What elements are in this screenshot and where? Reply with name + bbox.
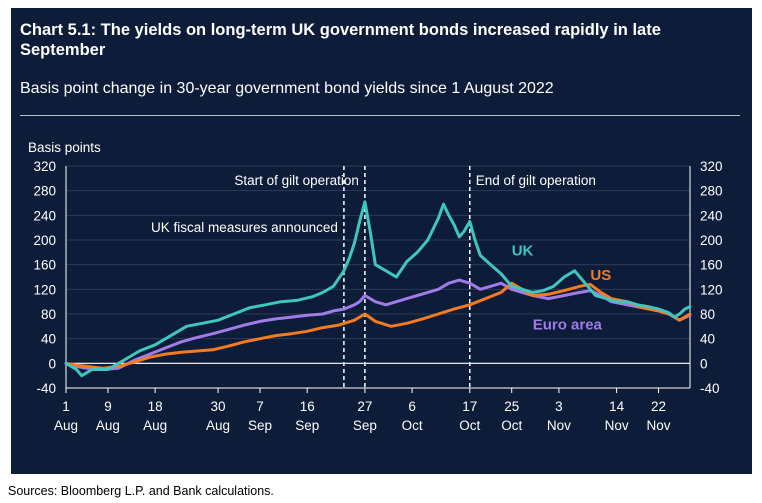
x-tick-label: 16: [300, 399, 315, 414]
y-tick-label-left: 120: [33, 282, 56, 297]
annotation-label: End of gilt operation: [476, 173, 596, 188]
chart-title: Chart 5.1: The yields on long-term UK go…: [20, 21, 661, 59]
x-tick-sublabel: Aug: [143, 418, 167, 433]
x-tick-sublabel: Nov: [605, 418, 629, 433]
series-line-us: [64, 281, 692, 370]
x-tick-label: 1: [62, 399, 70, 414]
x-tick-sublabel: Aug: [96, 418, 120, 433]
y-tick-label-left: 40: [41, 332, 56, 347]
y-tick-label-left: 320: [33, 159, 56, 174]
x-tick-sublabel: Sep: [353, 418, 377, 433]
x-tick-label: 18: [148, 399, 163, 414]
x-tick-sublabel: Aug: [206, 418, 230, 433]
series-label-euro-area: Euro area: [533, 316, 603, 333]
series-line-uk: [64, 200, 692, 378]
series-labels: UK US Euro area: [512, 242, 611, 333]
source-note: Sources: Bloomberg L.P. and Bank calcula…: [8, 484, 274, 498]
x-tick-label: 3: [555, 399, 563, 414]
series-label-uk: UK: [512, 242, 534, 259]
annotation-label: UK fiscal measures announced: [151, 220, 338, 235]
title-divider: [20, 115, 740, 116]
annotation-label: Start of gilt operation: [234, 173, 359, 188]
y-tick-label-right: 240: [700, 208, 723, 223]
series-lines: [64, 200, 692, 378]
axes: -40 -40 0 0 40 40 80 80 120 120 160 160 200 200 240 240…: [33, 159, 722, 433]
y-axis-label: Basis points: [28, 140, 101, 155]
x-tick-label: 25: [504, 399, 519, 414]
x-tick-label: 9: [104, 399, 112, 414]
y-tick-label-left: 200: [33, 233, 56, 248]
x-tick-label: 27: [357, 399, 372, 414]
chart-subtitle: Basis point change in 30-year government…: [20, 80, 554, 97]
x-tick-sublabel: Nov: [647, 418, 671, 433]
x-tick-sublabel: Nov: [547, 418, 571, 433]
y-tick-label-left: 0: [48, 356, 56, 371]
chart-panel: [11, 8, 752, 474]
x-tick-sublabel: Sep: [295, 418, 319, 433]
y-tick-label-left: -40: [36, 381, 56, 396]
x-tick-sublabel: Oct: [459, 418, 480, 433]
y-tick-label-right: 280: [700, 184, 723, 199]
y-tick-label-right: 320: [700, 159, 723, 174]
x-tick-label: 7: [256, 399, 264, 414]
y-tick-label-right: 80: [700, 307, 715, 322]
x-tick-sublabel: Oct: [402, 418, 423, 433]
series-line-euro-area: [64, 278, 692, 371]
y-tick-label-left: 80: [41, 307, 56, 322]
y-tick-label-right: 160: [700, 258, 723, 273]
x-tick-label: 17: [462, 399, 477, 414]
y-tick-label-left: 240: [33, 208, 56, 223]
x-tick-label: 14: [609, 399, 625, 414]
x-tick-label: 6: [408, 399, 416, 414]
annotations: UK fiscal measures announced Start of gil…: [151, 166, 596, 388]
y-tick-label-right: 0: [700, 356, 708, 371]
x-tick-label: 30: [211, 399, 226, 414]
x-tick-sublabel: Aug: [54, 418, 78, 433]
x-tick-sublabel: Sep: [248, 418, 272, 433]
y-tick-label-right: -40: [700, 381, 720, 396]
y-tick-label-left: 280: [33, 184, 56, 199]
y-tick-label-right: 40: [700, 332, 715, 347]
x-tick-sublabel: Oct: [501, 418, 522, 433]
series-label-us: US: [590, 267, 611, 284]
y-tick-label-left: 160: [33, 258, 56, 273]
y-tick-label-right: 120: [700, 282, 723, 297]
x-tick-label: 22: [651, 399, 666, 414]
y-tick-label-right: 200: [700, 233, 723, 248]
